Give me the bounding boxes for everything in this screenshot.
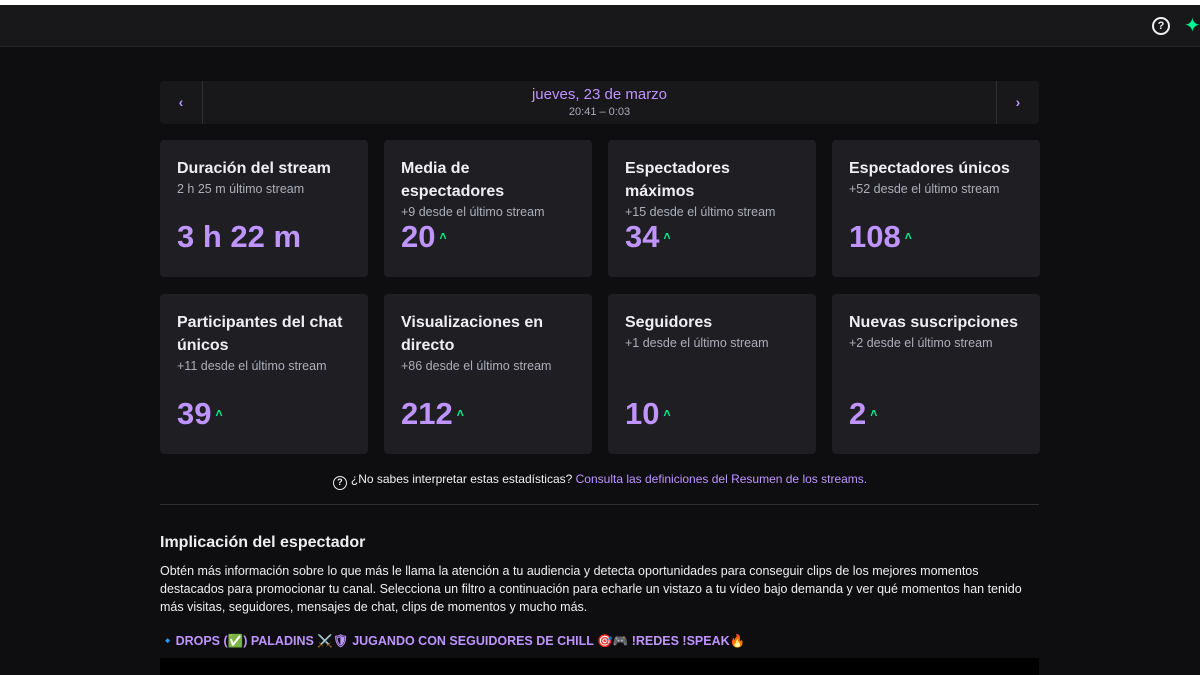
stat-value-number: 3 h 22 m [177,219,302,254]
sparkle-icon[interactable]: ✦ [1184,15,1200,37]
stat-value: 10 ˄ [625,396,671,434]
stat-value-number: 108 [849,219,901,254]
stat-title: Media de espectadores [401,160,505,200]
stat-value: 20 ˄ [401,219,447,257]
stat-card-unique-viewers: Espectadores únicos +52 desde el último … [832,140,1040,277]
date-navigator: ‹ jueves, 23 de marzo 20:41 – 0:03 › [160,81,1039,124]
stat-value-number: 10 [625,396,660,431]
stat-comparison: +2 desde el último stream [849,336,993,350]
stat-title: Visualizaciones en directo [401,314,543,354]
trend-up-icon: ˄ [456,405,464,420]
stream-date-label: jueves, 23 de marzo [531,86,668,103]
stat-value: 3 h 22 m [177,219,301,255]
stat-value-number: 2 [849,396,867,431]
viewer-engagement-title: Implicación del espectador [160,534,366,551]
trend-up-icon: ˄ [663,228,671,243]
stat-comparison: +11 desde el último stream [177,359,327,373]
stat-comparison: +9 desde el último stream [401,205,545,219]
trend-up-icon: ˄ [215,405,223,420]
stat-value: 34 ˄ [625,219,671,257]
stat-title: Espectadores máximos [625,160,730,200]
stat-card-new-subscriptions: Nuevas suscripciones +2 desde el último … [832,294,1040,454]
question-circle-icon: ? [332,476,347,490]
stat-comparison: 2 h 25 m último stream [177,182,305,196]
stat-title: Participantes del chat únicos [177,314,343,354]
stat-value: 212 ˄ [401,396,464,434]
stat-value-number: 20 [401,219,436,254]
stat-title: Duración del stream [177,160,331,177]
stream-time-range: 20:41 – 0:03 [568,106,631,118]
stats-definitions-link[interactable]: Consulta las definiciones del Resumen de… [575,472,868,486]
vod-player-area[interactable] [160,658,1039,675]
stream-title: 🔹DROPS (✅) PALADINS ⚔️🛡 JUGANDO CON SEGU… [160,634,746,648]
stat-comparison: +86 desde el último stream [401,359,552,373]
stat-value-number: 34 [625,219,660,254]
stat-value: 2 ˄ [849,396,877,434]
stat-card-live-views: Visualizaciones en directo +86 desde el … [384,294,592,454]
stat-comparison: +1 desde el último stream [625,336,769,350]
stat-title: Seguidores [625,314,713,331]
stat-value: 108 ˄ [849,219,912,257]
trend-up-icon: ˄ [904,228,912,243]
stats-help-text: ¿No sabes interpretar estas estadísticas… [350,472,573,486]
stat-value-number: 212 [401,396,453,431]
stream-date: jueves, 23 de marzo 20:41 – 0:03 [203,85,996,120]
stat-comparison: +52 desde el último stream [849,182,1000,196]
next-stream-button[interactable]: › [996,81,1039,124]
stat-card-average-viewers: Media de espectadores +9 desde el último… [384,140,592,277]
trend-up-icon: ˄ [870,405,878,420]
trend-up-icon: ˄ [439,228,447,243]
chevron-right-icon: › [1015,94,1021,110]
stat-comparison: +15 desde el último stream [625,205,776,219]
window-top-strip [0,0,1200,5]
stat-title: Nuevas suscripciones [849,314,1018,331]
stat-card-max-viewers: Espectadores máximos +15 desde el último… [608,140,816,277]
chevron-left-icon: ‹ [178,94,184,110]
stat-card-stream-duration: Duración del stream 2 h 25 m último stre… [160,140,368,277]
question-circle-icon[interactable]: ? [1152,17,1170,35]
top-bar: ? ✦ [0,5,1200,47]
stats-help-note: ? ¿No sabes interpretar estas estadística… [0,471,1200,490]
section-divider [160,504,1039,505]
stat-card-unique-chatters: Participantes del chat únicos +11 desde … [160,294,368,454]
viewer-engagement-description: Obtén más información sobre lo que más l… [160,564,1022,614]
stat-value-number: 39 [177,396,212,431]
stat-card-followers: Seguidores +1 desde el último stream 10 ˄ [608,294,816,454]
previous-stream-button[interactable]: ‹ [160,81,203,124]
stat-title: Espectadores únicos [849,160,1010,177]
trend-up-icon: ˄ [663,405,671,420]
stat-value: 39 ˄ [177,396,223,434]
